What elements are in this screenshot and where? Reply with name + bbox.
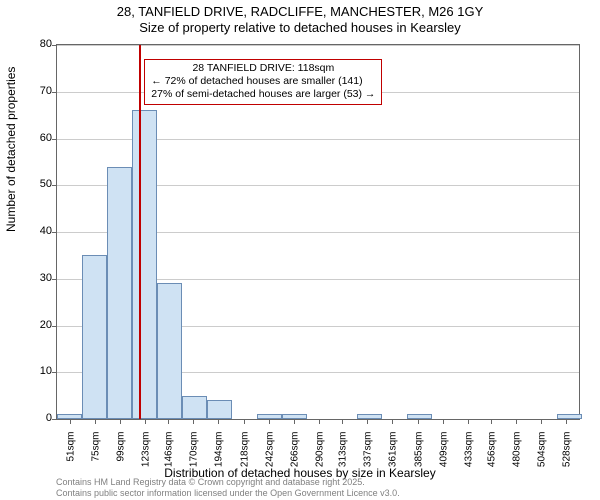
xtick-mark — [418, 419, 419, 424]
chart-container: 28, TANFIELD DRIVE, RADCLIFFE, MANCHESTE… — [0, 0, 600, 500]
ytick-mark — [52, 232, 57, 233]
footer-line-2: Contains public sector information licen… — [56, 488, 400, 498]
xtick-mark — [516, 419, 517, 424]
xtick-mark — [367, 419, 368, 424]
xtick-mark — [468, 419, 469, 424]
xtick-label: 385sqm — [413, 432, 424, 472]
xtick-label: 218sqm — [239, 432, 250, 472]
ytick-label: 20 — [24, 319, 52, 331]
xtick-mark — [294, 419, 295, 424]
ytick-mark — [52, 139, 57, 140]
grid-line — [57, 45, 579, 46]
xtick-label: 313sqm — [338, 432, 349, 472]
histogram-bar — [357, 414, 382, 419]
histogram-bar — [157, 283, 182, 419]
ytick-label: 30 — [24, 272, 52, 284]
xtick-mark — [541, 419, 542, 424]
xtick-mark — [392, 419, 393, 424]
histogram-bar — [407, 414, 432, 419]
histogram-bar — [257, 414, 282, 419]
ytick-label: 70 — [24, 85, 52, 97]
ytick-label: 40 — [24, 225, 52, 237]
xtick-mark — [120, 419, 121, 424]
xtick-mark — [145, 419, 146, 424]
ytick-mark — [52, 92, 57, 93]
footer-line-1: Contains HM Land Registry data © Crown c… — [56, 477, 400, 487]
xtick-label: 504sqm — [537, 432, 548, 472]
title-line-2: Size of property relative to detached ho… — [0, 20, 600, 36]
xtick-label: 123sqm — [140, 432, 151, 472]
histogram-bar — [132, 110, 157, 419]
y-axis-label: Number of detached properties — [4, 67, 18, 232]
title-block: 28, TANFIELD DRIVE, RADCLIFFE, MANCHESTE… — [0, 0, 600, 37]
xtick-label: 361sqm — [388, 432, 399, 472]
histogram-bar — [182, 396, 207, 419]
xtick-label: 194sqm — [214, 432, 225, 472]
ytick-mark — [52, 185, 57, 186]
ytick-label: 50 — [24, 178, 52, 190]
annotation-line: 28 TANFIELD DRIVE: 118sqm — [151, 62, 375, 75]
histogram-bar — [557, 414, 582, 419]
plot-area: 28 TANFIELD DRIVE: 118sqm← 72% of detach… — [56, 44, 580, 420]
ytick-label: 80 — [24, 38, 52, 50]
xtick-label: 433sqm — [463, 432, 474, 472]
reference-line — [139, 45, 141, 419]
xtick-mark — [443, 419, 444, 424]
xtick-mark — [95, 419, 96, 424]
xtick-label: 75sqm — [90, 432, 101, 472]
xtick-mark — [319, 419, 320, 424]
xtick-mark — [244, 419, 245, 424]
histogram-bar — [82, 255, 107, 419]
xtick-label: 337sqm — [363, 432, 374, 472]
ytick-mark — [52, 419, 57, 420]
footer-attribution: Contains HM Land Registry data © Crown c… — [56, 477, 400, 498]
ytick-mark — [52, 45, 57, 46]
xtick-label: 242sqm — [264, 432, 275, 472]
ytick-label: 60 — [24, 132, 52, 144]
xtick-label: 99sqm — [115, 432, 126, 472]
histogram-bar — [107, 167, 132, 419]
xtick-label: 409sqm — [438, 432, 449, 472]
xtick-mark — [269, 419, 270, 424]
xtick-mark — [491, 419, 492, 424]
xtick-mark — [70, 419, 71, 424]
ytick-label: 0 — [24, 412, 52, 424]
xtick-label: 528sqm — [562, 432, 573, 472]
histogram-bar — [207, 400, 232, 419]
annotation-line: ← 72% of detached houses are smaller (14… — [151, 75, 375, 88]
ytick-label: 10 — [24, 365, 52, 377]
xtick-mark — [218, 419, 219, 424]
xtick-label: 456sqm — [487, 432, 498, 472]
xtick-mark — [566, 419, 567, 424]
histogram-bar — [282, 414, 307, 419]
annotation-box: 28 TANFIELD DRIVE: 118sqm← 72% of detach… — [144, 59, 382, 105]
title-line-1: 28, TANFIELD DRIVE, RADCLIFFE, MANCHESTE… — [0, 4, 600, 20]
ytick-mark — [52, 372, 57, 373]
xtick-label: 51sqm — [65, 432, 76, 472]
annotation-line: 27% of semi-detached houses are larger (… — [151, 88, 375, 101]
xtick-label: 290sqm — [314, 432, 325, 472]
ytick-mark — [52, 326, 57, 327]
xtick-mark — [342, 419, 343, 424]
xtick-label: 170sqm — [189, 432, 200, 472]
xtick-label: 480sqm — [512, 432, 523, 472]
xtick-mark — [193, 419, 194, 424]
xtick-label: 266sqm — [289, 432, 300, 472]
ytick-mark — [52, 279, 57, 280]
xtick-mark — [168, 419, 169, 424]
xtick-label: 146sqm — [164, 432, 175, 472]
